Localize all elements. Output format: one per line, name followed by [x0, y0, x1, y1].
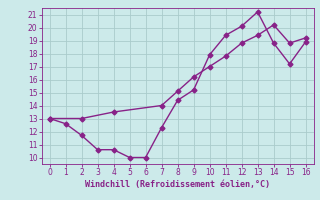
X-axis label: Windchill (Refroidissement éolien,°C): Windchill (Refroidissement éolien,°C) [85, 180, 270, 189]
